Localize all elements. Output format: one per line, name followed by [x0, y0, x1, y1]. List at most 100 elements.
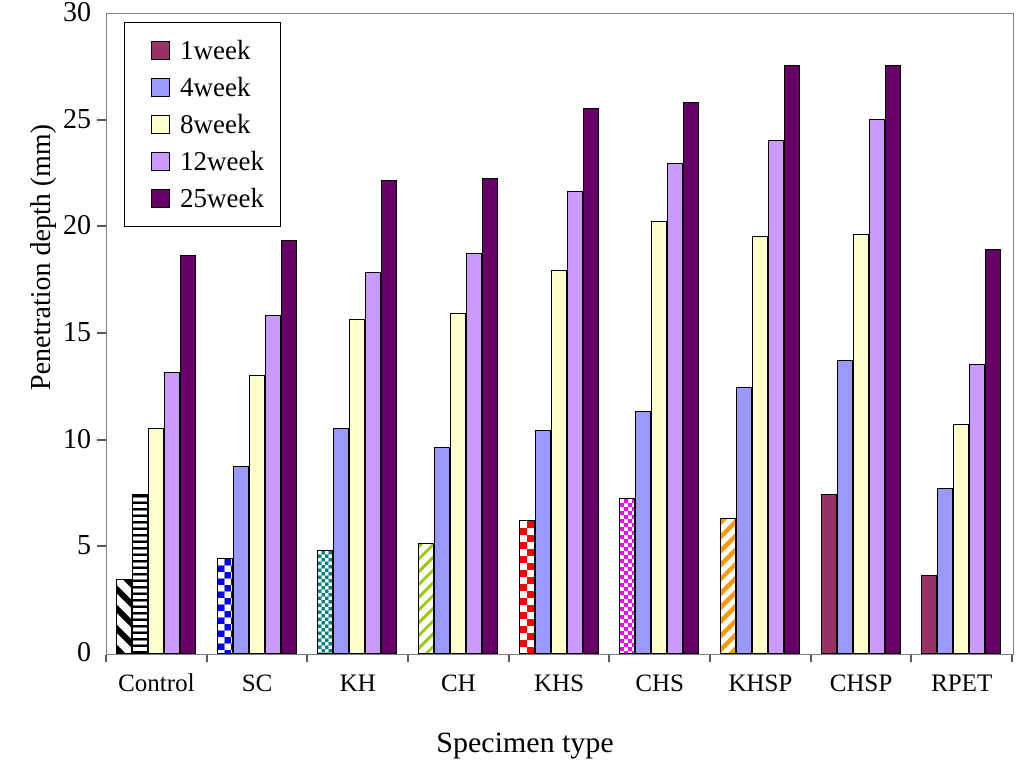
- bar-1week-chs: [619, 498, 636, 654]
- y-tick-label-15: 15: [63, 317, 91, 348]
- bar-25week-khsp: [784, 65, 800, 654]
- x-category-label-ch: CH: [440, 670, 476, 697]
- bar-4week-rpet: [937, 487, 954, 654]
- legend-item-4week: 4week: [151, 69, 280, 106]
- legend-swatch-12week: [151, 152, 170, 171]
- x-category-label-kh: KH: [339, 670, 376, 697]
- legend-item-1week: 1week: [151, 32, 280, 69]
- x-category-label-khs: KHS: [533, 670, 584, 697]
- bar-8week-khsp: [752, 235, 768, 654]
- bar-8week-ch: [450, 312, 466, 654]
- y-tick-label-10: 10: [63, 423, 91, 455]
- x-category-label-chs: CHS: [635, 670, 684, 697]
- legend-swatch-4week: [151, 78, 170, 97]
- x-category-label-sc: SC: [241, 670, 273, 697]
- bar-group-rpet: [912, 14, 1013, 654]
- x-category-label-khsp: KHSP: [728, 670, 793, 697]
- bar-8week-rpet: [953, 423, 970, 654]
- x-tick-mark-4: [507, 655, 510, 662]
- x-tick-mark-3: [407, 655, 409, 662]
- y-tick-mark-25: [97, 118, 106, 121]
- bar-4week-chsp: [836, 359, 853, 654]
- bar-12week-khsp: [768, 139, 784, 654]
- bar-8week-control: [148, 427, 164, 654]
- y-tick-label-0: 0: [77, 637, 91, 668]
- y-tick-label-30: 30: [63, 0, 91, 28]
- bar-group-khsp: [711, 14, 812, 654]
- x-tick-mark-0: [105, 655, 107, 662]
- legend: 1week 4week 8week 12week 25week: [124, 22, 281, 227]
- bar-group-sc: [208, 14, 309, 654]
- legend-label-1week: 1week: [180, 35, 251, 65]
- bar-4week-khsp: [736, 387, 752, 654]
- x-category-label-rpet: RPET: [931, 670, 993, 697]
- bar-12week-chsp: [868, 118, 885, 654]
- bar-12week-kh: [365, 272, 382, 654]
- bar-group-khs: [510, 14, 611, 654]
- y-tick-mark-5: [97, 545, 106, 548]
- bar-8week-chs: [651, 220, 668, 654]
- bar-12week-ch: [466, 252, 482, 654]
- x-tick-mark-6: [709, 655, 711, 662]
- y-tick-label-20: 20: [63, 210, 91, 242]
- bar-1week-rpet: [921, 575, 938, 654]
- bar-group-kh: [308, 14, 409, 654]
- x-tick-mark-8: [910, 655, 913, 662]
- x-tick-mark-5: [608, 655, 611, 662]
- bar-12week-chs: [667, 163, 684, 654]
- x-tick-mark-2: [306, 655, 309, 662]
- y-tick-mark-20: [97, 225, 106, 228]
- bar-4week-ch: [434, 447, 450, 654]
- x-tick-mark-9: [1011, 655, 1013, 662]
- legend-item-8week: 8week: [151, 106, 280, 143]
- legend-item-25week: 25week: [151, 180, 280, 217]
- bar-group-chs: [610, 14, 711, 654]
- plot-area: [106, 13, 1014, 655]
- x-axis-title: Specimen type: [436, 726, 614, 759]
- legend-swatch-8week: [151, 115, 170, 134]
- bar-8week-khs: [550, 270, 567, 654]
- bar-25week-kh: [381, 180, 398, 654]
- y-axis-title: Penetration depth (mm): [26, 124, 57, 390]
- bar-12week-sc: [264, 314, 281, 654]
- bar-4week-kh: [333, 427, 350, 654]
- bar-1week-kh: [317, 549, 334, 654]
- legend-swatch-25week: [151, 189, 170, 208]
- bar-8week-chsp: [852, 233, 869, 654]
- bar-4week-control: [132, 494, 148, 654]
- bar-25week-sc: [280, 240, 297, 654]
- bar-8week-kh: [349, 319, 366, 654]
- bar-group-ch: [409, 14, 510, 654]
- x-tick-mark-7: [809, 655, 812, 662]
- bar-1week-control: [116, 579, 132, 654]
- legend-swatch-1week: [151, 41, 170, 60]
- y-tick-mark-15: [97, 332, 106, 334]
- legend-label-8week: 8week: [180, 109, 251, 139]
- bar-12week-rpet: [969, 363, 986, 654]
- bar-4week-chs: [635, 410, 652, 654]
- legend-label-4week: 4week: [180, 72, 251, 102]
- bar-25week-control: [180, 255, 196, 654]
- bar-25week-chs: [683, 101, 700, 654]
- x-tick-mark-1: [205, 655, 208, 662]
- bar-25week-rpet: [985, 248, 1002, 654]
- bar-group-control: [107, 14, 208, 654]
- bar-12week-khs: [566, 191, 583, 654]
- bar-4week-sc: [232, 466, 249, 654]
- bar-1week-ch: [418, 543, 434, 654]
- bar-25week-chsp: [884, 65, 901, 654]
- bar-1week-khsp: [720, 517, 736, 654]
- legend-label-25week: 25week: [180, 183, 264, 213]
- bar-1week-khs: [518, 519, 535, 654]
- legend-item-12week: 12week: [151, 143, 280, 180]
- bar-8week-sc: [248, 374, 265, 654]
- bar-25week-khs: [582, 107, 599, 654]
- x-category-label-control: Control: [118, 670, 195, 697]
- bar-group-chsp: [812, 14, 913, 654]
- bar-1week-chsp: [820, 494, 837, 654]
- y-tick-label-25: 25: [63, 103, 91, 135]
- y-tick-label-5: 5: [77, 530, 91, 562]
- bar-12week-control: [164, 372, 180, 654]
- bar-25week-ch: [482, 178, 498, 654]
